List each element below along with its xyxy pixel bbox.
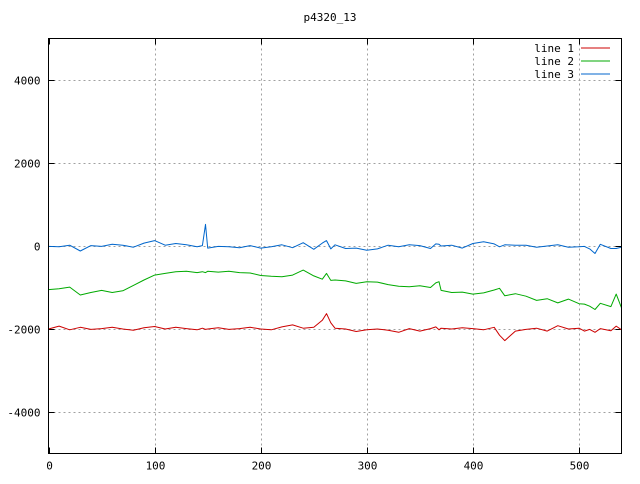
x-tick-label: 400 [464,460,484,473]
x-tick-label: 300 [358,460,378,473]
x-tick-label: 100 [146,460,166,473]
y-tick-label: 2000 [14,158,41,171]
plot-frame [48,38,622,454]
series-group [48,223,622,342]
series-line-3 [48,223,622,254]
axis-ticks: 0 100 200 300 400 500 -4000 -2000 0 2000 4000 [7,38,622,473]
chart-title: p4320_13 [304,11,357,24]
legend-label-1: line 1 [534,42,574,55]
x-tick-label: 500 [570,460,590,473]
legend-label-3: line 3 [534,68,574,81]
x-tick-label: 0 [46,460,53,473]
y-tick-label: 4000 [14,75,41,88]
y-tick-label: -2000 [7,324,40,337]
legend-label-2: line 2 [534,55,574,68]
y-tick-label: 0 [34,241,41,254]
series-line-2 [48,269,622,310]
y-tick-label: -4000 [7,407,40,420]
grid [48,38,622,454]
series-line-1 [48,313,622,342]
x-tick-label: 200 [252,460,272,473]
